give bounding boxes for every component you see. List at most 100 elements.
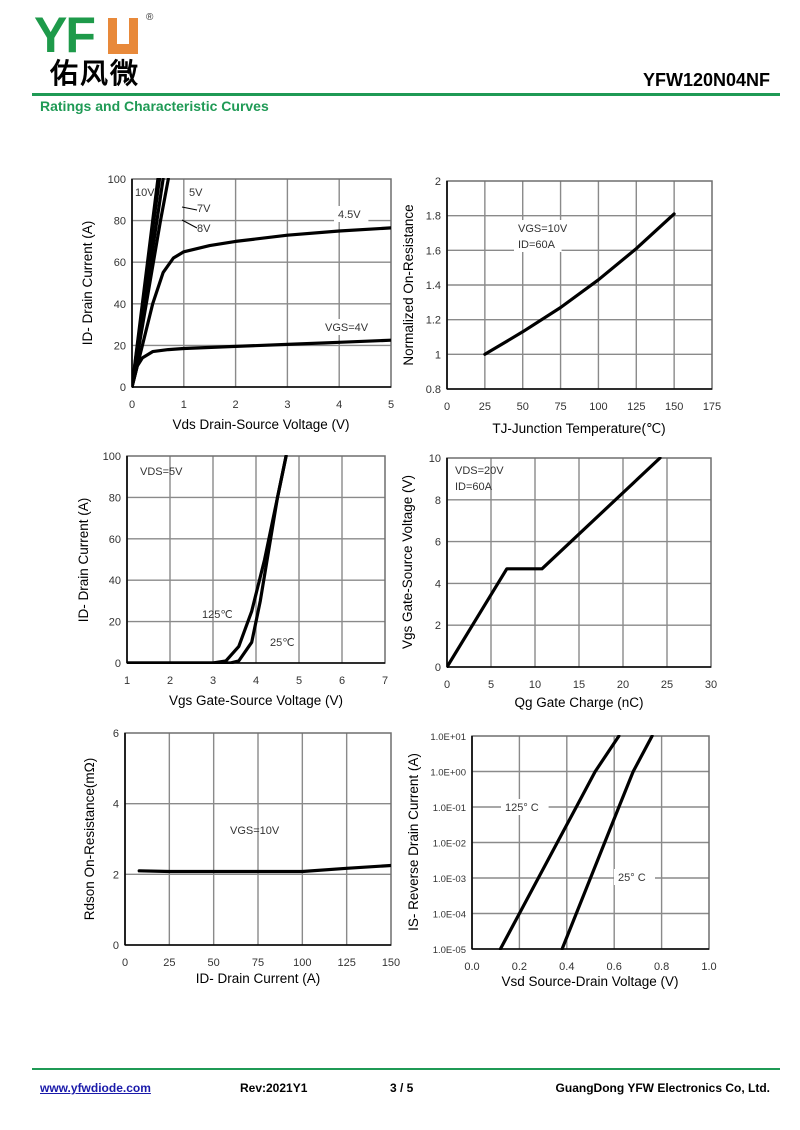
header-divider [32, 93, 780, 96]
y-tick-label: 2 [435, 620, 441, 632]
leader-line [181, 219, 198, 229]
y-tick-label: 1.8 [426, 211, 441, 223]
x-tick-label: 4 [336, 399, 342, 411]
chart-3: 1 2 3 4 5 6 7 0 20 40 60 80 100 Vgs Gate-Source Volta… [76, 451, 388, 708]
page-number: 3 / 5 [390, 1081, 414, 1095]
y-axis-label: Normalized On-Resistance [401, 204, 416, 365]
x-tick-label: 150 [382, 957, 400, 969]
page-subtitle: Ratings and Characteristic Curves [40, 98, 269, 114]
x-tick-label: 1 [181, 399, 187, 411]
annotation-label: 25° C [618, 872, 646, 884]
x-tick-label: 0 [122, 957, 128, 969]
x-axis-label: Vgs Gate-Source Voltage (V) [169, 693, 343, 708]
annotation-label: 125° C [505, 802, 539, 814]
y-tick-label: 40 [109, 575, 121, 587]
x-tick-label: 2 [167, 675, 173, 687]
y-tick-label: 1.0E-03 [433, 874, 466, 885]
x-tick-label: 175 [703, 401, 721, 413]
leader-line [181, 206, 198, 211]
annotation-label: VDS=20V [455, 465, 504, 477]
x-tick-label: 50 [208, 957, 220, 969]
y-axis-label: IS- Reverse Drain Current (A) [406, 753, 421, 931]
x-axis-label: Vsd Source-Drain Voltage (V) [501, 974, 678, 989]
x-tick-label: 4 [253, 675, 259, 687]
y-tick-label: 2 [435, 176, 441, 188]
x-tick-label: 125 [627, 401, 645, 413]
y-tick-label: 1.0E+00 [430, 768, 466, 779]
series-line-25- [127, 455, 288, 664]
x-tick-label: 3 [210, 675, 216, 687]
x-tick-label: 20 [617, 679, 629, 691]
x-tick-label: 0.6 [607, 961, 622, 973]
x-tick-label: 3 [284, 399, 290, 411]
y-tick-label: 6 [435, 537, 441, 549]
annotation-bg [334, 206, 369, 222]
x-axis-label: Qg Gate Charge (nC) [514, 695, 643, 710]
y-tick-label: 1 [435, 349, 441, 361]
series-line-25-c [560, 735, 654, 950]
chart-6: 0.0 0.2 0.4 0.6 0.8 1.0 1.0E-05 1.0E-04 1.0E-03 1… [406, 732, 717, 989]
x-tick-label: 7 [382, 675, 388, 687]
y-tick-label: 1.4 [426, 280, 441, 292]
y-tick-label: 80 [109, 492, 121, 504]
x-tick-label: 0 [444, 679, 450, 691]
annotation-label: 10V [135, 187, 155, 199]
y-tick-label: 1.0E-02 [433, 839, 466, 850]
x-tick-label: 125 [337, 957, 355, 969]
x-tick-label: 25 [661, 679, 673, 691]
x-tick-label: 1 [124, 675, 130, 687]
y-tick-label: 0.8 [426, 384, 441, 396]
y-tick-label: 2 [113, 869, 119, 881]
x-axis-label: Vds Drain-Source Voltage (V) [172, 417, 349, 432]
annotation-label: 7V [197, 203, 211, 215]
y-tick-label: 40 [114, 299, 126, 311]
y-tick-label: 10 [429, 453, 441, 465]
y-tick-label: 1.0E+01 [430, 732, 466, 743]
x-tick-label: 0.8 [654, 961, 669, 973]
y-tick-label: 1.2 [426, 315, 441, 327]
annotation-label: 25℃ [270, 637, 295, 649]
y-tick-label: 6 [113, 728, 119, 740]
y-tick-label: 1.0E-04 [433, 910, 466, 921]
y-tick-label: 8 [435, 495, 441, 507]
y-tick-label: 0 [435, 662, 441, 674]
y-tick-label: 60 [114, 257, 126, 269]
y-tick-label: 0 [115, 658, 121, 670]
x-tick-label: 2 [233, 399, 239, 411]
y-tick-label: 100 [108, 174, 126, 186]
annotation-label: ID=60A [518, 239, 556, 251]
x-tick-label: 50 [517, 401, 529, 413]
footer-divider [32, 1068, 780, 1070]
annotation-label: VDS=5V [140, 466, 183, 478]
y-tick-label: 4 [435, 578, 441, 590]
y-axis-label: Vgs Gate-Source Voltage (V) [400, 475, 415, 649]
annotation-bg [501, 799, 549, 815]
series-line-rds-on- [483, 212, 676, 356]
x-tick-label: 150 [665, 401, 683, 413]
y-tick-label: 4 [113, 799, 119, 811]
x-tick-label: 5 [488, 679, 494, 691]
y-tick-label: 1.6 [426, 245, 441, 257]
y-tick-label: 60 [109, 534, 121, 546]
website-link[interactable]: www.yfwdiode.com [40, 1081, 151, 1095]
chart-2: 0 25 50 75 100 125 150 175 0.8 1 1.2 1.4 1.6 1.8 2 TJ-J… [401, 176, 721, 436]
annotation-label: VGS=10V [518, 223, 568, 235]
annotation-bg [614, 869, 655, 885]
annotation-label: VGS=10V [230, 825, 280, 837]
logo-w-inner [117, 18, 129, 44]
registered-mark: ® [146, 12, 154, 23]
y-tick-label: 20 [109, 617, 121, 629]
x-tick-label: 75 [554, 401, 566, 413]
series-line-vgs-10v [137, 863, 391, 874]
y-axis-label: Rdson On-Resistance(mΩ) [82, 758, 97, 920]
annotation-label: 8V [197, 223, 211, 235]
x-tick-label: 25 [479, 401, 491, 413]
series-line-4-5v [132, 226, 391, 388]
series-line-125- [127, 455, 288, 664]
y-axis-label: ID- Drain Current (A) [76, 498, 91, 623]
y-axis-label: ID- Drain Current (A) [80, 221, 95, 346]
chart-1: 0 1 2 3 4 5 0 20 40 60 80 100 Vds Drain-Source Volta… [80, 174, 394, 432]
revision: Rev:2021Y1 [240, 1081, 308, 1095]
annotation-bg [514, 220, 569, 236]
annotation-label: ID=60A [455, 481, 493, 493]
